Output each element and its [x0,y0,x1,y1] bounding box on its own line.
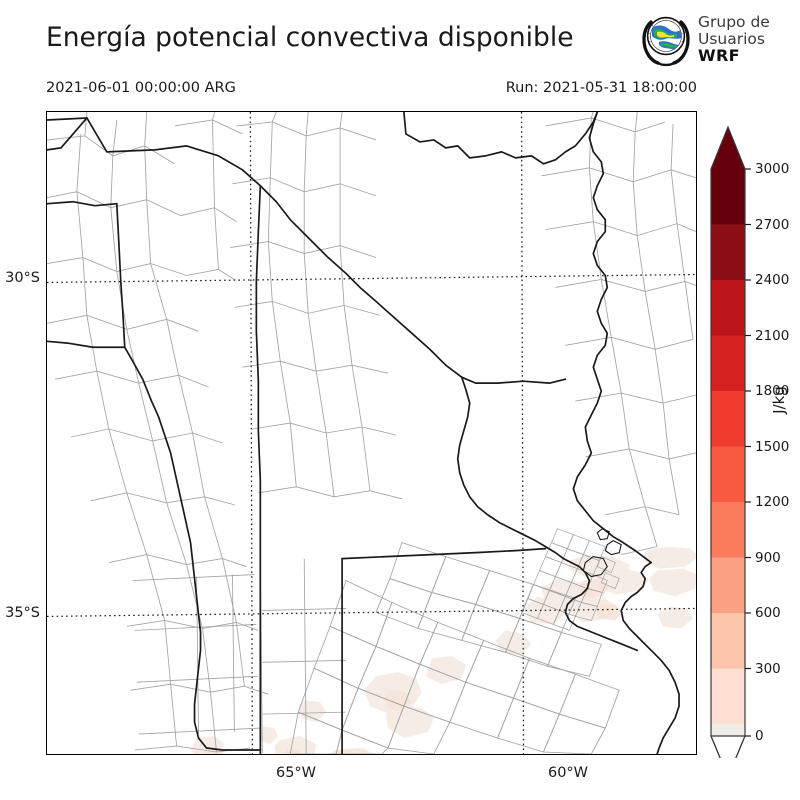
wrf-user-group-logo: Grupo de Usuarios WRF [638,12,798,74]
gridline-30S [47,273,696,284]
gridline-35S [47,607,696,618]
wrf-globe-emblem-icon [638,12,694,68]
x-tick-text: 60°W [547,765,589,781]
graticule-layer [47,112,696,754]
colorbar: 3000 2700 2400 2100 1800 1500 1200 900 6… [708,113,800,758]
coast-detail-layer [582,528,622,578]
colorbar-extend-max [711,127,745,169]
colorbar-tick-3000: 3000 [755,161,790,177]
colorbar-tick-2400: 2400 [755,272,790,288]
y-tick-text: 35°S [5,605,40,621]
colorbar-tick-1800: 1800 [755,383,790,399]
map-canvas[interactable] [46,111,697,755]
colorbar-tick-600: 600 [755,605,781,621]
y-tick-label-30S: 30°S [0,270,40,286]
colorbar-tick-2100: 2100 [755,327,790,344]
gridline-65W [249,112,253,754]
colorbar-tick-1500: 1500 [755,438,790,455]
valid-time-label: 2021-06-01 00:00:00 ARG [46,80,236,96]
gridline-60W [520,112,525,754]
run-time-label: Run: 2021-05-31 18:00:00 [505,80,697,96]
colorbar-tick-300: 300 [755,660,781,677]
y-tick-text: 30°S [5,270,40,286]
colorbar-tick-1200: 1200 [755,494,790,510]
colorbar-bands [710,127,746,758]
x-tick-text: 65°W [275,765,317,781]
y-tick-label-35S: 35°S [0,605,40,621]
colorbar-tick-2700: 2700 [755,216,790,233]
colorbar-tick-900: 900 [755,549,781,566]
cape-field-layer [190,546,696,754]
logo-wordmark: Grupo de Usuarios WRF [698,14,770,64]
logo-line-1: Grupo de [698,13,770,31]
colorbar-tick-0: 0 [755,728,764,744]
logo-line-3: WRF [698,46,740,66]
page-title: Energía potencial convectiva disponible [46,22,574,53]
logo-line-2: Usuarios [698,29,765,48]
department-borders-layer [47,112,696,754]
x-tick-label-60W: 60°W [548,765,588,781]
colorbar-unit-label: J/kg [770,386,788,414]
colorbar-ticks [745,168,751,737]
x-tick-label-65W: 65°W [276,765,316,781]
province-borders-layer [47,112,680,754]
